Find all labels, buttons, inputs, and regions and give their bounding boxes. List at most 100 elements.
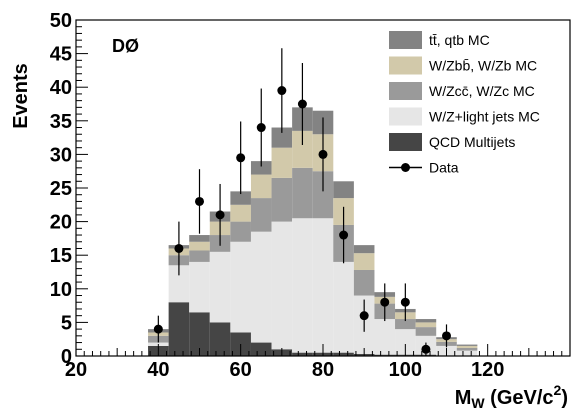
data-point <box>236 153 246 163</box>
legend-swatch <box>389 56 422 75</box>
y-tick-label: 5 <box>61 312 72 334</box>
data-point <box>277 86 287 96</box>
legend: tt̄, qtb MC W/Zbb̄, W/Zb MC W/Zcc̄, W/Zc M… <box>389 31 540 176</box>
x-axis-title-close: ) <box>561 387 568 409</box>
y-tick-label: 45 <box>50 44 72 66</box>
bar-1-bin-8 <box>312 218 334 353</box>
y-tick-label: 50 <box>50 10 72 32</box>
experiment-label: DØ <box>112 36 139 56</box>
x-tick-label: 40 <box>147 359 169 381</box>
legend-label: W/Zcc̄, W/Zc MC <box>429 83 535 99</box>
bar-0-bin-7 <box>292 352 313 356</box>
bar-1-bin-1 <box>168 265 190 303</box>
data-point <box>400 297 410 307</box>
bar-1-bin-9 <box>333 261 354 353</box>
x-axis-title-rest: (GeV/c <box>485 387 554 409</box>
bar-1-bin-3 <box>209 251 231 323</box>
bar-0-bin-2 <box>189 312 210 356</box>
data-point <box>442 331 451 341</box>
bar-1-bin-15 <box>456 350 478 356</box>
bar-1-bin-7 <box>292 218 313 353</box>
bar-4-bin-13 <box>415 319 437 323</box>
data-point <box>421 344 431 354</box>
legend-swatch <box>389 31 422 49</box>
x-axis-title-sub: W <box>471 395 485 411</box>
bar-2-bin-4 <box>230 221 251 242</box>
y-tick-label: 40 <box>50 77 72 99</box>
legend-swatch <box>389 133 422 151</box>
x-tick-label: 60 <box>230 359 252 381</box>
x-axis-title-main: M <box>455 387 472 409</box>
bar-3-bin-15 <box>456 345 478 348</box>
bar-2-bin-2 <box>189 250 210 262</box>
bar-1-bin-6 <box>271 221 293 350</box>
bar-3-bin-13 <box>415 322 437 328</box>
legend-label: Data <box>429 160 459 176</box>
data-points <box>153 48 451 356</box>
bar-0-bin-5 <box>250 342 272 356</box>
bar-3-bin-10 <box>353 253 375 270</box>
bar-4-bin-10 <box>353 245 375 254</box>
bar-1-bin-2 <box>189 261 210 313</box>
bar-3-bin-4 <box>230 204 251 222</box>
data-point <box>195 196 204 206</box>
axis-ticks: 20 40 60 80 100 120 0 5 10 15 20 25 30 35 40 45 50 <box>50 10 571 381</box>
x-tick-label: 100 <box>389 359 422 381</box>
legend-label: W/Zbb̄, W/Zb MC <box>429 58 537 74</box>
bar-3-bin-7 <box>292 130 313 168</box>
bar-2-bin-5 <box>250 198 272 232</box>
legend-marker <box>401 163 410 172</box>
bar-4-bin-6 <box>271 127 293 148</box>
bar-2-bin-12 <box>395 319 416 330</box>
bar-4-bin-9 <box>333 181 354 199</box>
bar-2-bin-6 <box>271 177 293 222</box>
data-point <box>215 210 225 220</box>
legend-label: W/Z+light jets MC <box>429 109 540 125</box>
y-tick-label: 10 <box>50 279 72 301</box>
y-tick-label: 25 <box>50 178 72 200</box>
legend-label: tt̄, qtb MC <box>429 32 490 48</box>
data-point <box>256 123 266 133</box>
x-tick-label: 80 <box>312 359 334 381</box>
y-tick-label: 20 <box>50 212 72 234</box>
x-tick-label: 120 <box>471 359 504 381</box>
y-axis-title: Events <box>10 63 32 129</box>
bar-2-bin-10 <box>353 269 375 296</box>
x-axis-title-sup: 2 <box>554 382 562 398</box>
bar-1-bin-12 <box>395 329 416 355</box>
x-tick-label: 20 <box>65 359 87 381</box>
data-point <box>297 99 307 109</box>
bar-4-bin-4 <box>230 191 251 205</box>
bar-2-bin-15 <box>456 347 478 351</box>
bar-0-bin-1 <box>168 302 190 356</box>
data-point <box>380 297 390 307</box>
bar-0-bin-9 <box>333 352 354 356</box>
data-point <box>153 324 163 334</box>
bar-4-bin-5 <box>250 161 272 175</box>
y-tick-label: 0 <box>61 346 72 368</box>
histogram-bars <box>148 107 478 356</box>
legend-label: QCD Multijets <box>429 134 515 150</box>
y-tick-label: 30 <box>50 144 72 166</box>
data-point <box>339 230 349 240</box>
bar-3-bin-6 <box>271 147 293 178</box>
data-point <box>174 243 184 253</box>
data-point <box>318 149 328 159</box>
bar-1-bin-5 <box>250 231 272 343</box>
legend-swatch <box>389 107 422 126</box>
bar-2-bin-7 <box>292 167 313 219</box>
y-tick-label: 35 <box>50 111 72 133</box>
bar-3-bin-2 <box>189 241 210 251</box>
bar-3-bin-5 <box>250 174 272 199</box>
bar-0-bin-3 <box>209 322 231 356</box>
bar-2-bin-8 <box>312 171 334 219</box>
x-axis-title: MW (GeV/c2) <box>455 382 568 411</box>
y-tick-label: 15 <box>50 245 72 267</box>
data-point <box>359 311 369 321</box>
bar-1-bin-11 <box>374 319 396 355</box>
bar-4-bin-2 <box>189 235 210 242</box>
bar-1-bin-4 <box>230 241 251 333</box>
bar-0-bin-11 <box>374 354 396 356</box>
